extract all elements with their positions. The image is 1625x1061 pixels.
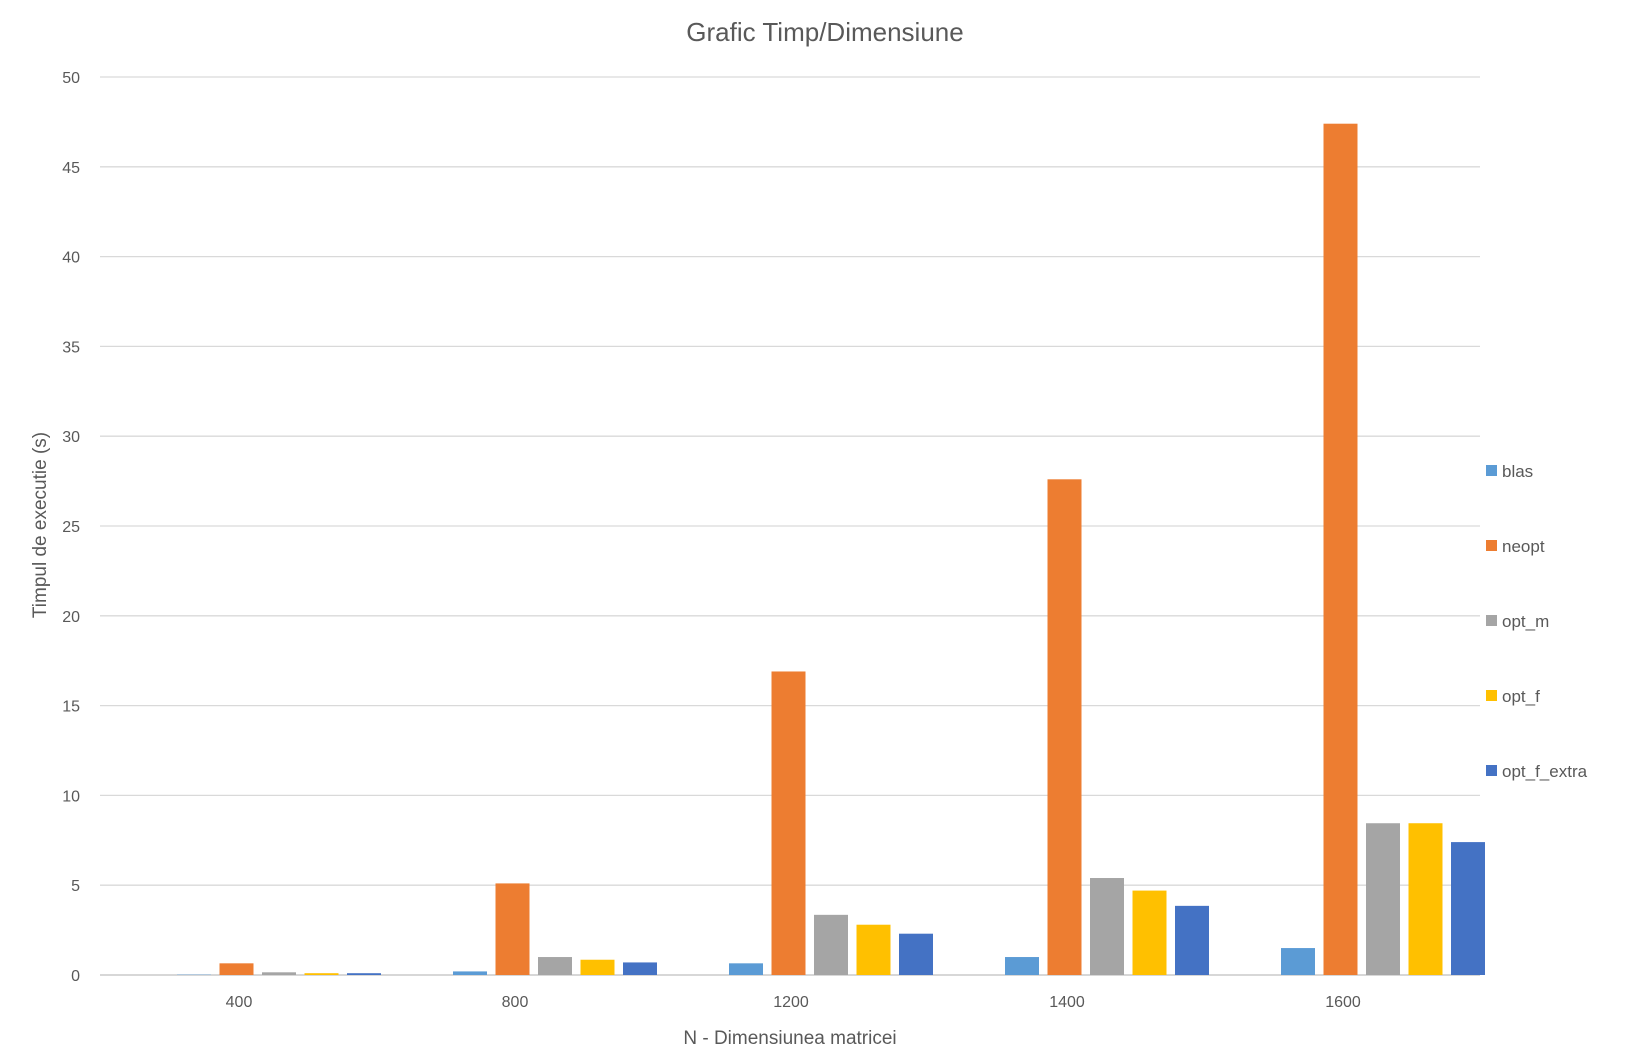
- bar-blas-1200: [729, 963, 763, 975]
- y-tick-label: 0: [71, 968, 80, 985]
- legend: blas neopt opt_m opt_f opt_f_extra: [1486, 462, 1588, 781]
- bar-neopt-800: [495, 883, 530, 975]
- bar-opt_m-1200: [814, 914, 848, 975]
- bar-opt_f-400: [304, 973, 339, 975]
- bar-opt_f_extra-1400: [1175, 905, 1209, 975]
- gridlines: [100, 76, 1480, 976]
- y-tick-label: 45: [62, 160, 80, 177]
- y-tick-label: 50: [62, 70, 80, 87]
- y-tick-label: 40: [62, 250, 80, 267]
- bar-neopt-1600: [1323, 123, 1358, 976]
- bar-opt_f_extra-800: [623, 962, 657, 975]
- x-axis-ticks: 400 800 1200 1400 1600: [226, 994, 1361, 1011]
- bar-neopt-1400: [1047, 479, 1082, 975]
- bar-opt_m-1400: [1090, 878, 1124, 975]
- y-axis-ticks: 0 5 10 15 20 25 30 35 40 45 50: [62, 70, 80, 985]
- legend-swatch-blas: [1486, 465, 1497, 476]
- bar-opt_m-400: [262, 972, 296, 975]
- legend-label-neopt: neopt: [1502, 537, 1545, 556]
- chart-title: Grafic Timp/Dimensiune: [686, 17, 963, 47]
- legend-swatch-opt_f: [1486, 690, 1497, 701]
- legend-label-opt_m: opt_m: [1502, 612, 1549, 631]
- x-tick-label: 1600: [1325, 994, 1361, 1011]
- bar-blas-1400: [1005, 957, 1039, 975]
- y-tick-label: 5: [71, 878, 80, 895]
- y-tick-label: 20: [62, 609, 80, 626]
- bar-opt_m-800: [538, 957, 572, 975]
- x-tick-label: 400: [226, 994, 253, 1011]
- bar-opt_f_extra-1600: [1451, 842, 1485, 975]
- legend-label-opt_f: opt_f: [1502, 687, 1540, 706]
- legend-swatch-opt_f_extra: [1486, 765, 1497, 776]
- bars: [177, 123, 1485, 976]
- bar-opt_f-1200: [856, 924, 891, 975]
- x-tick-label: 800: [502, 994, 529, 1011]
- bar-opt_f_extra-1200: [899, 933, 933, 975]
- bar-opt_f-1600: [1408, 823, 1443, 975]
- y-tick-label: 30: [62, 429, 80, 446]
- bar-neopt-1200: [771, 671, 806, 975]
- legend-label-blas: blas: [1502, 462, 1533, 481]
- y-tick-label: 15: [62, 699, 80, 716]
- y-tick-label: 10: [62, 788, 80, 805]
- bar-opt_f-1400: [1132, 890, 1167, 975]
- bar-opt_m-1600: [1366, 823, 1400, 975]
- x-axis-title: N - Dimensiunea matricei: [683, 1028, 896, 1049]
- y-tick-label: 35: [62, 339, 80, 356]
- legend-swatch-opt_m: [1486, 615, 1497, 626]
- bar-opt_f_extra-400: [347, 973, 381, 975]
- y-tick-label: 25: [62, 519, 80, 536]
- bar-opt_f-800: [580, 959, 615, 975]
- y-axis-title: Timpul de executie (s): [30, 432, 51, 618]
- legend-swatch-neopt: [1486, 540, 1497, 551]
- x-tick-label: 1200: [773, 994, 809, 1011]
- bar-blas-1600: [1281, 948, 1315, 975]
- bar-neopt-400: [219, 963, 254, 975]
- bar-blas-800: [453, 971, 487, 975]
- legend-label-opt_f_extra: opt_f_extra: [1502, 762, 1588, 781]
- x-tick-label: 1400: [1049, 994, 1085, 1011]
